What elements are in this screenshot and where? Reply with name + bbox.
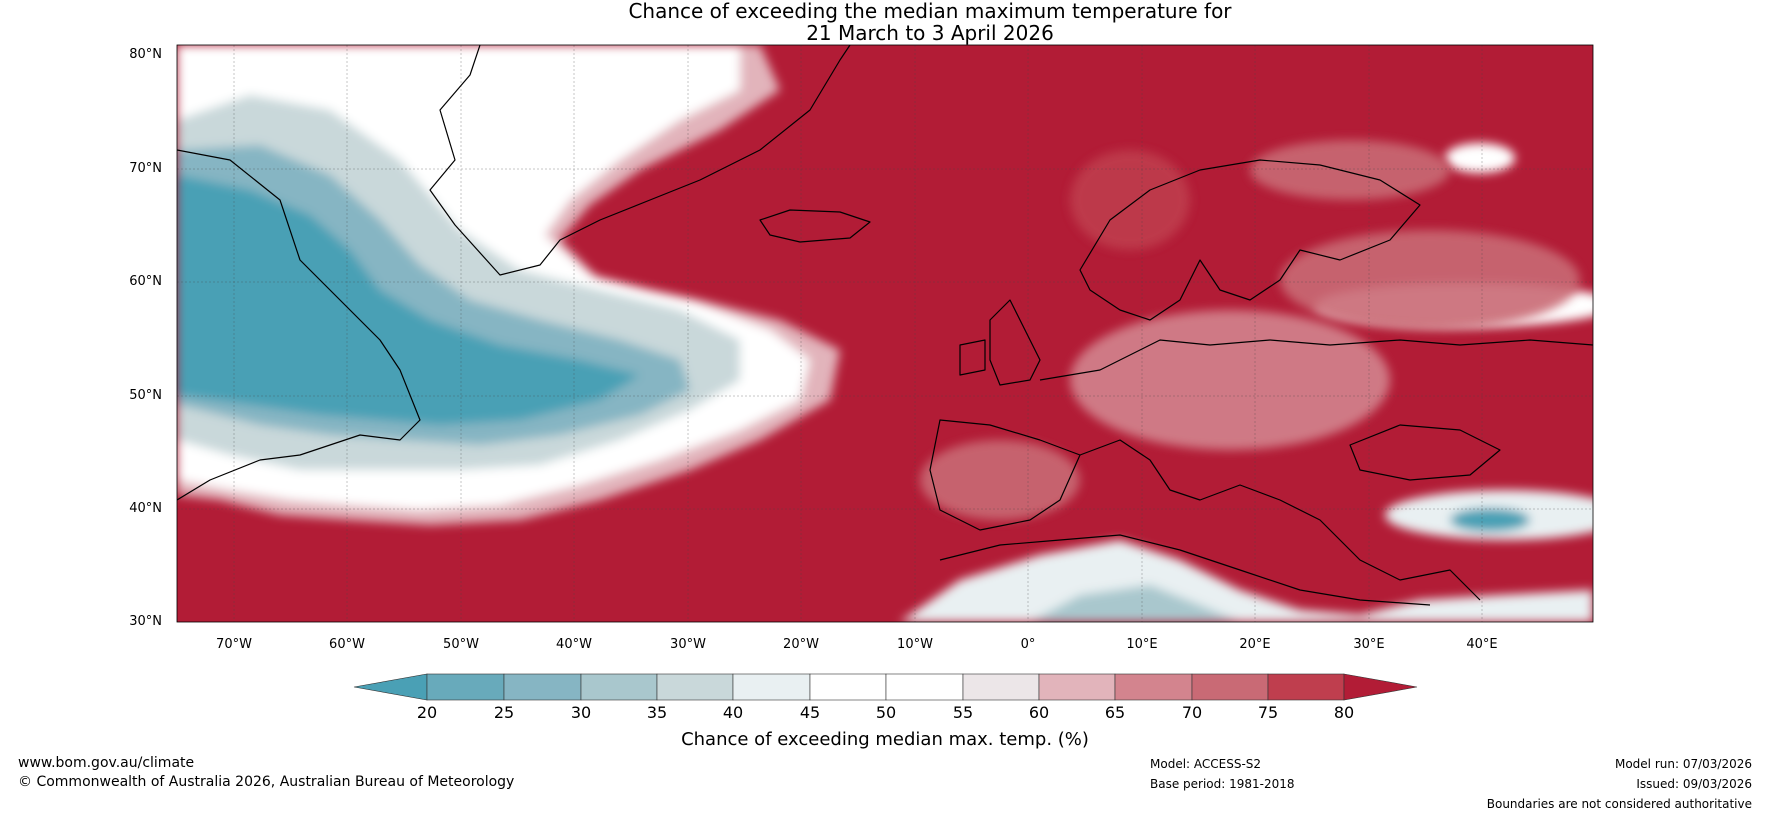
- lon-label: 50°W: [443, 637, 479, 652]
- colorbar: [353, 673, 1418, 701]
- colorbar-tick: 45: [799, 703, 821, 722]
- colorbar-tick: 65: [1104, 703, 1126, 722]
- colorbar-75-80: [1267, 673, 1345, 701]
- coast-iceland: [759, 209, 871, 243]
- footer-url: www.bom.gov.au/climate: [18, 755, 195, 771]
- lon-label: 20°E: [1239, 637, 1271, 652]
- colorbar-tick: 20: [416, 703, 438, 722]
- footer-model: Model: ACCESS-S2: [1150, 757, 1262, 771]
- colorbar-60-65: [1038, 673, 1116, 701]
- colorbar-35-40: [656, 673, 734, 701]
- colorbar-tick: 75: [1257, 703, 1279, 722]
- lon-label: 30°E: [1353, 637, 1385, 652]
- colorbar-tick: 35: [646, 703, 668, 722]
- footer-disclaimer: Boundaries are not considered authoritat…: [1486, 797, 1752, 811]
- coast-europe-north: [1039, 339, 1593, 381]
- map-fields: [177, 45, 1593, 622]
- coast-ireland: [959, 339, 986, 376]
- colorbar-tick: 30: [570, 703, 592, 722]
- lon-label: 70°W: [216, 637, 252, 652]
- lon-label: 10°W: [897, 637, 933, 652]
- chart-title-line2: 21 March to 3 April 2026: [806, 21, 1054, 45]
- colorbar-50-55: [885, 673, 964, 701]
- colorbar-tick: 25: [493, 703, 515, 722]
- coast-iberia: [929, 419, 1081, 531]
- coast-great-britain: [989, 299, 1041, 386]
- colorbar-label: Chance of exceeding median max. temp. (%…: [681, 729, 1089, 750]
- colorbar-70-75: [1191, 673, 1269, 701]
- colorbar-tick: 55: [952, 703, 974, 722]
- lon-label: 0°: [1020, 637, 1036, 652]
- colorbar-55-60: [962, 673, 1040, 701]
- lat-label: 50°N: [129, 388, 162, 403]
- colorbar-tick: 80: [1333, 703, 1355, 722]
- lat-label: 40°N: [129, 501, 162, 516]
- colorbar-above-80: [1343, 673, 1418, 701]
- footer-base-period: Base period: 1981-2018: [1150, 777, 1295, 791]
- lon-label: 30°W: [670, 637, 706, 652]
- coast-scandinavia: [1079, 159, 1421, 321]
- lat-label: 70°N: [129, 161, 162, 176]
- colorbar-40-45: [732, 673, 811, 701]
- colorbar-tick: 70: [1181, 703, 1203, 722]
- coast-greenland: [429, 45, 851, 276]
- colorbar-tick: 40: [722, 703, 744, 722]
- colorbar-tick: 50: [875, 703, 897, 722]
- colorbar-45-50: [809, 673, 887, 701]
- chart-title-line1: Chance of exceeding the median maximum t…: [628, 0, 1232, 23]
- coast-labrador: [177, 149, 421, 501]
- coast-black-sea: [1349, 424, 1501, 481]
- lon-label: 10°E: [1126, 637, 1158, 652]
- colorbar-65-70: [1114, 673, 1193, 701]
- colorbar-25-30: [503, 673, 582, 701]
- footer-model-run: Model run: 07/03/2026: [1614, 757, 1752, 771]
- coast-mediterranean: [1079, 439, 1481, 601]
- colorbar-tick: 60: [1028, 703, 1050, 722]
- coast-north-africa: [939, 534, 1431, 606]
- colorbar-below-20: [353, 673, 428, 701]
- map-frame: [176, 44, 1594, 623]
- footer-copyright: © Commonwealth of Australia 2026, Austra…: [18, 774, 515, 790]
- colorbar-20-25: [426, 673, 505, 701]
- footer-issued: Issued: 09/03/2026: [1636, 777, 1752, 791]
- lat-label: 30°N: [129, 614, 162, 629]
- lat-label: 60°N: [129, 274, 162, 289]
- map-graticule: [177, 45, 1593, 622]
- lon-label: 60°W: [329, 637, 365, 652]
- lon-label: 40°E: [1466, 637, 1498, 652]
- lon-label: 40°W: [556, 637, 592, 652]
- colorbar-30-35: [580, 673, 658, 701]
- map-coastlines: [177, 45, 1593, 606]
- lon-label: 20°W: [783, 637, 819, 652]
- lat-label: 80°N: [129, 47, 162, 62]
